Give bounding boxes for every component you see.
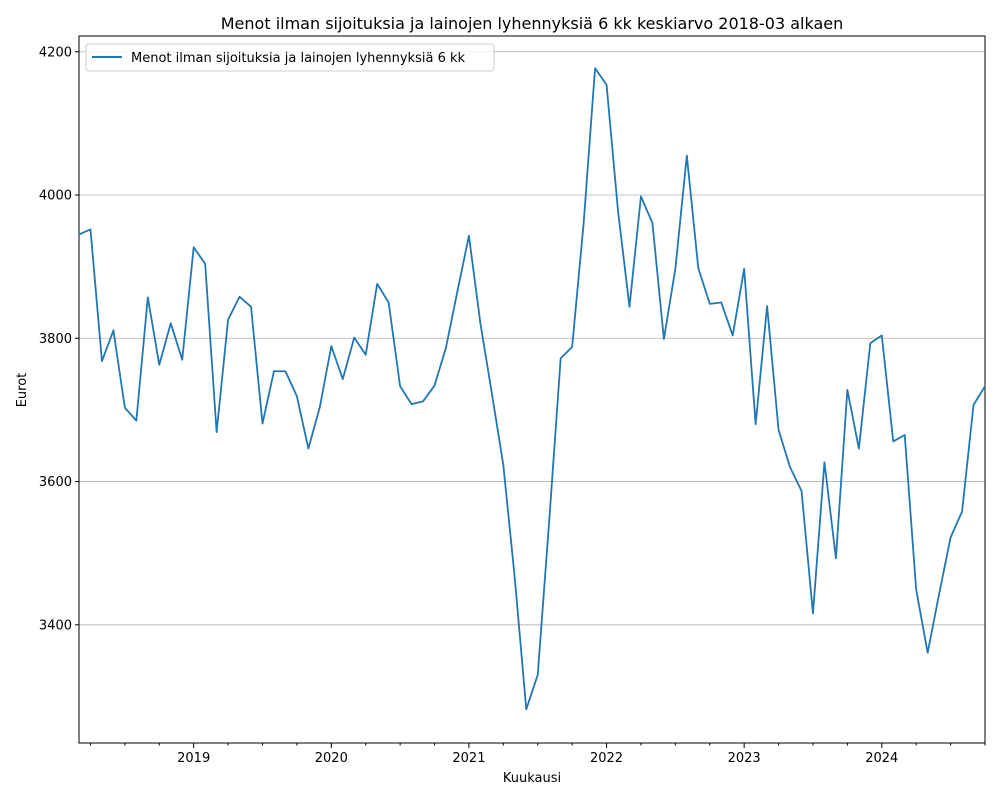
plot-area [78, 35, 986, 744]
legend-box [85, 43, 495, 72]
series-layer [78, 67, 986, 711]
x-axis: 2019 2020 2021 2022 2023 2024 [89, 743, 986, 766]
y-tick-label: 4200 [39, 45, 72, 60]
y-tick-label: 3600 [39, 475, 72, 490]
legend-label: Menot ilman sijoituksia ja lainojen lyhe… [131, 51, 466, 66]
x-tick-label: 2023 [728, 751, 761, 766]
gridlines [79, 51, 985, 626]
x-tick-label: 2024 [865, 751, 898, 766]
x-tick-label: 2021 [452, 751, 485, 766]
y-axis: 3400 3600 3800 4000 4200 [39, 45, 79, 633]
chart-title: Menot ilman sijoituksia ja lainojen lyhe… [221, 14, 843, 33]
series-line [78, 67, 986, 711]
x-tick-label: 2019 [177, 751, 210, 766]
y-axis-label: Eurot [15, 373, 30, 408]
x-tick-label: 2022 [590, 751, 623, 766]
x-tick-label: 2020 [315, 751, 348, 766]
x-axis-label: Kuukausi [503, 771, 561, 786]
legend: Menot ilman sijoituksia ja lainojen lyhe… [85, 43, 495, 72]
y-tick-label: 3800 [39, 332, 72, 347]
y-tick-label: 4000 [39, 189, 72, 204]
y-tick-label: 3400 [39, 618, 72, 633]
